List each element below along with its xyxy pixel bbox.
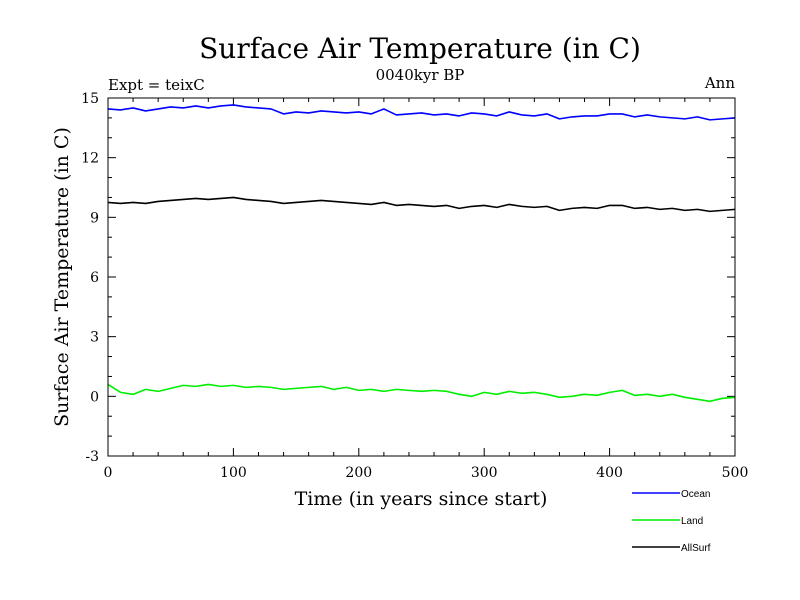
y-tick-label: 0 xyxy=(90,389,99,405)
legend-label-land: Land xyxy=(681,516,703,527)
plot-frame xyxy=(107,97,736,457)
legend-label-allsurf: AllSurf xyxy=(681,543,711,554)
series-line-ocean xyxy=(107,104,736,121)
x-tick-label: 0 xyxy=(104,465,113,481)
y-tick-label: 6 xyxy=(90,270,99,286)
x-tick-label: 400 xyxy=(596,465,623,481)
y-tick-label: 3 xyxy=(90,330,99,346)
y-tick-label: -3 xyxy=(85,449,99,465)
x-tick-label: 200 xyxy=(345,465,372,481)
y-axis-label: Surface Air Temperature (in C) xyxy=(51,127,73,427)
season-label: Ann xyxy=(704,74,735,92)
x-tick-label: 100 xyxy=(220,465,247,481)
chart-title: Surface Air Temperature (in C) xyxy=(199,32,641,65)
legend-label-ocean: Ocean xyxy=(681,489,710,500)
x-tick-label: 300 xyxy=(471,465,498,481)
y-tick-label: 9 xyxy=(90,210,99,226)
series-line-land xyxy=(107,383,736,403)
legend: Ocean Land AllSurf xyxy=(632,489,711,554)
chart-subtitle: 0040kyr BP xyxy=(376,66,465,84)
series-line-allsurf xyxy=(107,196,736,213)
experiment-label: Expt = teixC xyxy=(108,76,205,94)
y-tick-label: 12 xyxy=(81,151,99,167)
x-axis-label: Time (in years since start) xyxy=(295,488,548,510)
plot-area: -3 0 3 6 9 12 15 0 100 200 300 400 500 xyxy=(81,91,748,481)
y-tick-label: 15 xyxy=(81,91,99,107)
x-tick-label: 500 xyxy=(722,465,749,481)
